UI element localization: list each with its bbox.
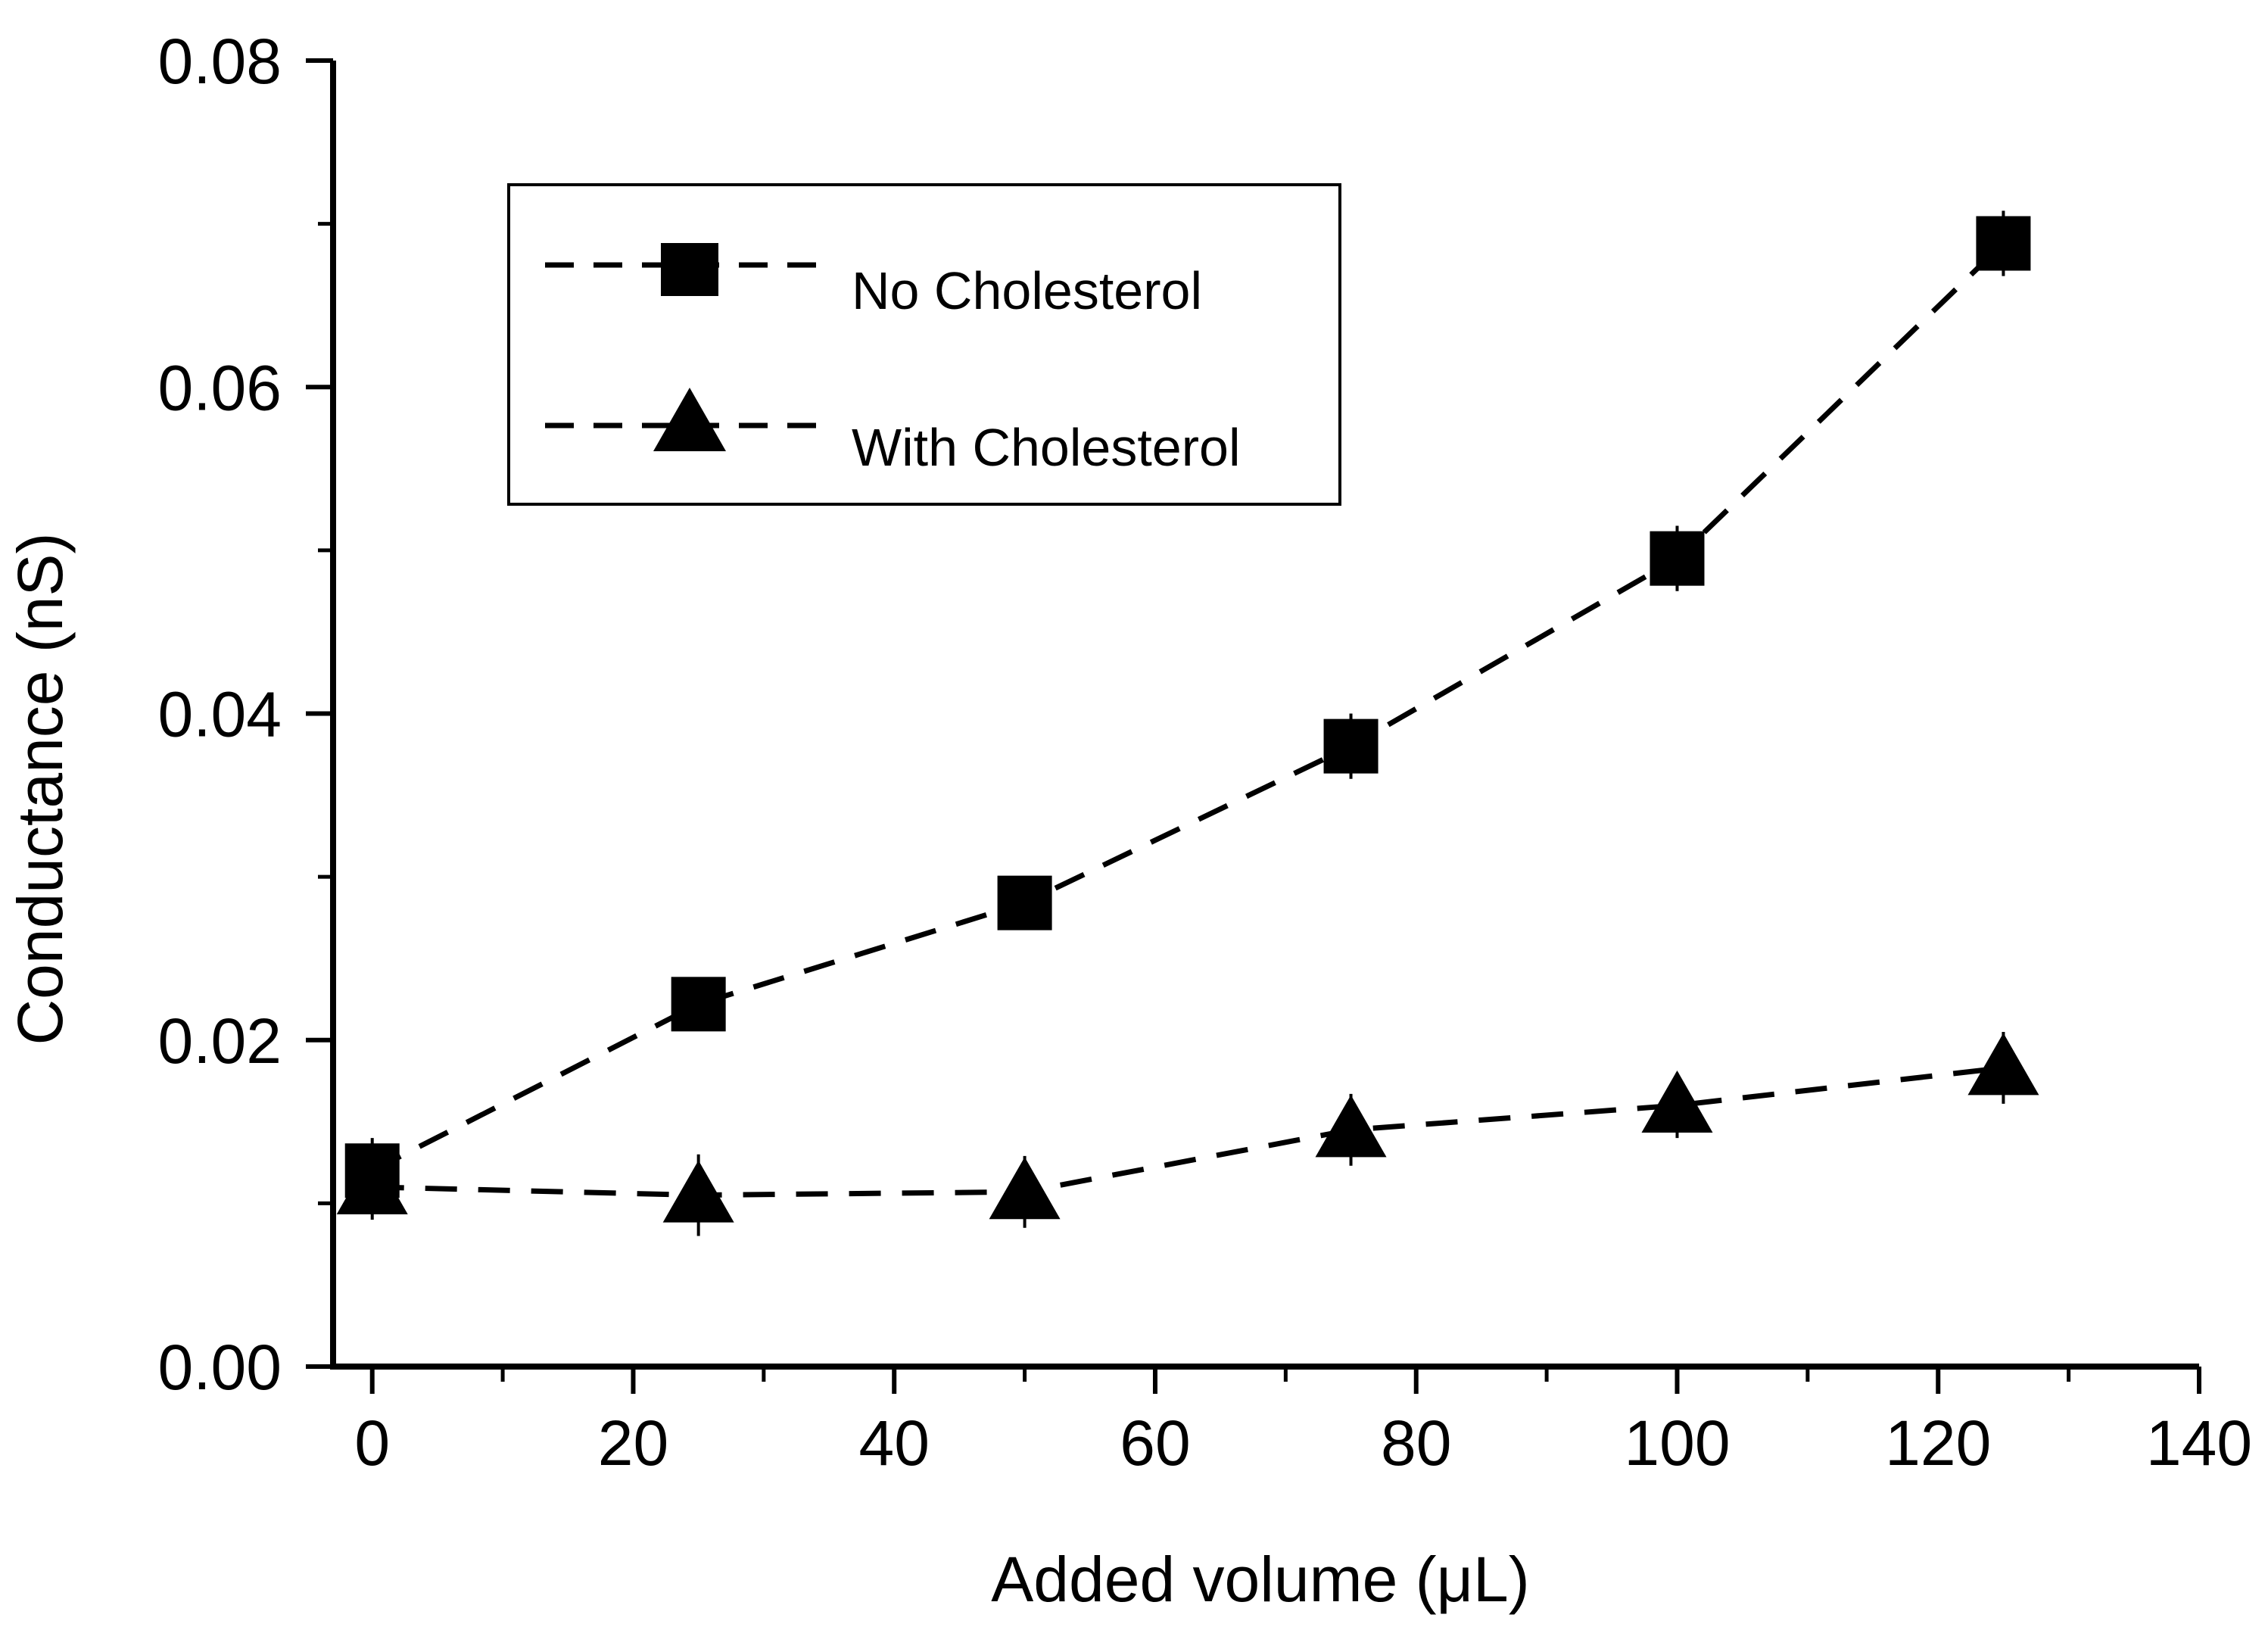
x-tick-label: 20	[598, 1407, 668, 1479]
legend-box	[507, 183, 1341, 506]
axes: 0 20 40 60 80 100 120 140 0.00 0.02 0.04 0.06 0.08	[158, 26, 2253, 1479]
data-point-square	[671, 977, 726, 1032]
x-axis-title: Added volume (μL)	[991, 1544, 1529, 1615]
legend-marker-square	[661, 243, 718, 296]
data-point-square	[997, 875, 1052, 930]
data-point-triangle	[336, 1152, 408, 1214]
data-point-square	[1323, 718, 1379, 774]
x-axis-ticks: 0 20 40 60 80 100 120 140	[354, 1367, 2252, 1479]
y-axis-ticks: 0.00 0.02 0.04 0.06 0.08	[158, 26, 333, 1403]
y-tick-label: 0.06	[158, 352, 282, 423]
y-axis-title: Conductance (nS)	[5, 532, 76, 1045]
y-tick-label: 0.08	[158, 26, 282, 97]
x-tick-label: 100	[1624, 1407, 1730, 1479]
series-with-cholesterol	[336, 1031, 2039, 1236]
x-tick-label: 60	[1120, 1407, 1190, 1479]
series-line-with-cholesterol	[372, 1064, 2004, 1198]
x-tick-label: 80	[1381, 1407, 1451, 1479]
data-point-triangle	[989, 1157, 1061, 1220]
x-tick-label: 0	[354, 1407, 390, 1479]
legend-label-no-cholesterol: No Cholesterol	[852, 261, 1202, 320]
legend-label-with-cholesterol: With Cholesterol	[852, 418, 1241, 477]
data-point-triangle	[1315, 1095, 1387, 1158]
y-tick-label: 0.02	[158, 1005, 282, 1077]
x-tick-label: 40	[859, 1407, 930, 1479]
legend: No Cholesterol With Cholesterol	[507, 183, 1341, 506]
data-point-triangle	[662, 1160, 734, 1223]
y-tick-label: 0.04	[158, 679, 282, 750]
data-point-square	[1650, 531, 1705, 586]
y-tick-label: 0.00	[158, 1332, 282, 1403]
x-tick-label: 140	[2146, 1407, 2252, 1479]
data-point-triangle	[1641, 1071, 1713, 1133]
series-layer	[336, 210, 2039, 1236]
data-point-triangle	[1967, 1033, 2039, 1096]
legend-marker-triangle	[653, 388, 726, 451]
data-point-square	[1976, 216, 2031, 271]
x-tick-label: 120	[1885, 1407, 1991, 1479]
